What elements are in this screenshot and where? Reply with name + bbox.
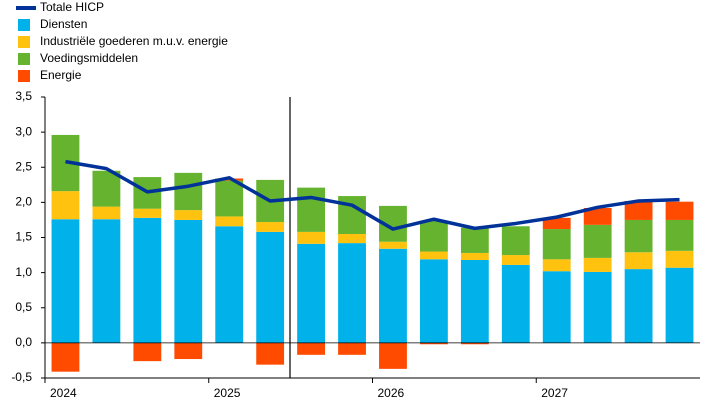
bar-segment <box>92 219 121 343</box>
bar-segment <box>624 269 653 343</box>
bar-segment <box>419 342 448 345</box>
x-tick-label: 2024 <box>50 386 77 400</box>
bar-segment <box>338 243 366 343</box>
bar-segment <box>174 172 203 211</box>
bar-segment <box>379 342 407 369</box>
bar-segment <box>174 342 203 360</box>
bar-segment <box>419 251 448 260</box>
bar-segment <box>542 271 571 343</box>
bar-segment <box>215 226 244 343</box>
bar-segment <box>460 252 489 260</box>
bar-segment <box>133 342 162 362</box>
y-tick-label: 0,0 <box>15 335 32 349</box>
bar-segment <box>51 342 80 372</box>
bar-segment <box>133 217 162 343</box>
bar-segment <box>51 219 80 343</box>
bar-segment <box>379 241 407 249</box>
x-tick-label: 2027 <box>541 386 568 400</box>
y-tick-label: 2,5 <box>15 159 32 173</box>
bar-segment <box>256 231 285 343</box>
bar-segment <box>419 220 448 252</box>
y-tick-label: 3,0 <box>15 124 32 138</box>
legend-label: Energie <box>40 68 82 82</box>
bar-segment <box>624 252 653 270</box>
bar-segment <box>583 271 612 343</box>
bar-segment <box>174 210 203 220</box>
legend-swatch <box>18 19 30 31</box>
bar-segment <box>379 248 407 343</box>
y-tick-label: 1,5 <box>15 230 32 244</box>
bar-segment <box>419 259 448 343</box>
bar-segment <box>665 201 694 220</box>
bar-segment <box>338 233 366 244</box>
bar-segment <box>460 227 489 253</box>
bar-segment <box>338 342 366 355</box>
bar-segment <box>665 250 694 268</box>
bar-segment <box>501 264 530 343</box>
bar-segment <box>542 217 571 230</box>
bar-segment <box>583 224 612 258</box>
y-tick-label: 0,5 <box>15 300 32 314</box>
x-tick-label: 2026 <box>378 386 405 400</box>
bar-segment <box>542 259 571 272</box>
bar-segment <box>460 259 489 343</box>
bar-segment <box>665 219 694 251</box>
bar-segment <box>174 219 203 343</box>
y-tick-label: 1,0 <box>15 265 32 279</box>
bar-segment <box>624 219 653 253</box>
y-tick-label: 2,0 <box>15 195 32 209</box>
y-tick-label: -0,5 <box>11 370 32 384</box>
bar-segment <box>92 170 121 207</box>
bar-segment <box>583 257 612 272</box>
legend-swatch <box>18 36 30 48</box>
bar-segment <box>297 342 326 355</box>
legend-swatch <box>18 70 30 82</box>
x-tick-label: 2025 <box>214 386 241 400</box>
bar-segment <box>501 226 530 256</box>
legend-label: Voedingsmiddelen <box>40 51 138 65</box>
legend-swatch <box>18 53 30 65</box>
bar-segment <box>215 180 244 217</box>
bar-segment <box>133 208 162 218</box>
legend-label: Totale HICP <box>40 0 104 14</box>
bar-segment <box>256 342 285 365</box>
bar-segment <box>583 207 612 225</box>
legend-line-icon <box>16 6 36 10</box>
bar-segment <box>624 200 653 220</box>
y-tick-label: 3,5 <box>15 89 32 103</box>
bar-segment <box>256 222 285 232</box>
bar-segment <box>460 342 489 345</box>
bar-segment <box>297 243 326 343</box>
bar-segment <box>542 229 571 260</box>
bar-segment <box>665 267 694 343</box>
bar-segment <box>215 216 244 227</box>
legend-label: Industriële goederen m.u.v. energie <box>40 34 228 48</box>
bar-segment <box>297 187 326 232</box>
hicp-line <box>65 159 680 231</box>
legend-label: Diensten <box>40 17 87 31</box>
bar-segment <box>92 206 121 220</box>
bar-segment <box>297 231 326 244</box>
bar-segment <box>501 255 530 265</box>
bar-segment <box>51 191 80 220</box>
